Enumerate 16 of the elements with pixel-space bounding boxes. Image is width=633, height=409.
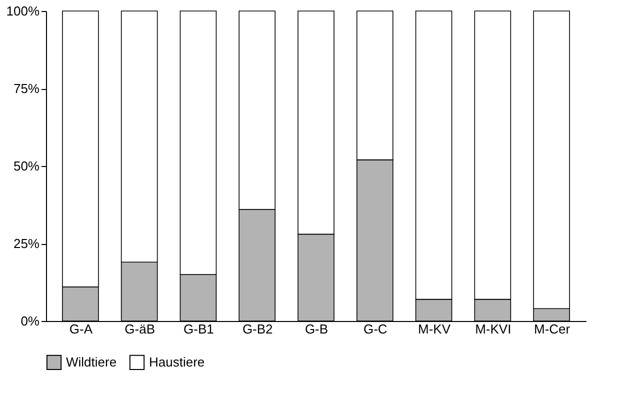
x-tick-label: G-B2: [242, 322, 273, 336]
x-tick-label: G-B: [304, 322, 328, 336]
y-tick-label: 25%: [13, 236, 40, 251]
legend-label: Haustiere: [149, 354, 205, 370]
x-tick-label: M-KV: [418, 322, 451, 336]
x-tick-label: M-Cer: [534, 322, 571, 336]
x-tick-label: G-A: [69, 322, 93, 336]
legend-label: Wildtiere: [66, 354, 117, 370]
x-tick-label: G-B1: [184, 322, 214, 336]
x-tick-label: M-KVI: [475, 322, 512, 336]
y-tick-label: 50%: [13, 158, 40, 174]
x-tick-label: G-äB: [124, 322, 156, 336]
y-tick-label: 100%: [6, 4, 40, 18]
y-tick-label: 75%: [13, 81, 40, 96]
y-tick-label: 0%: [20, 314, 40, 328]
x-tick-label: G-C: [363, 322, 388, 336]
